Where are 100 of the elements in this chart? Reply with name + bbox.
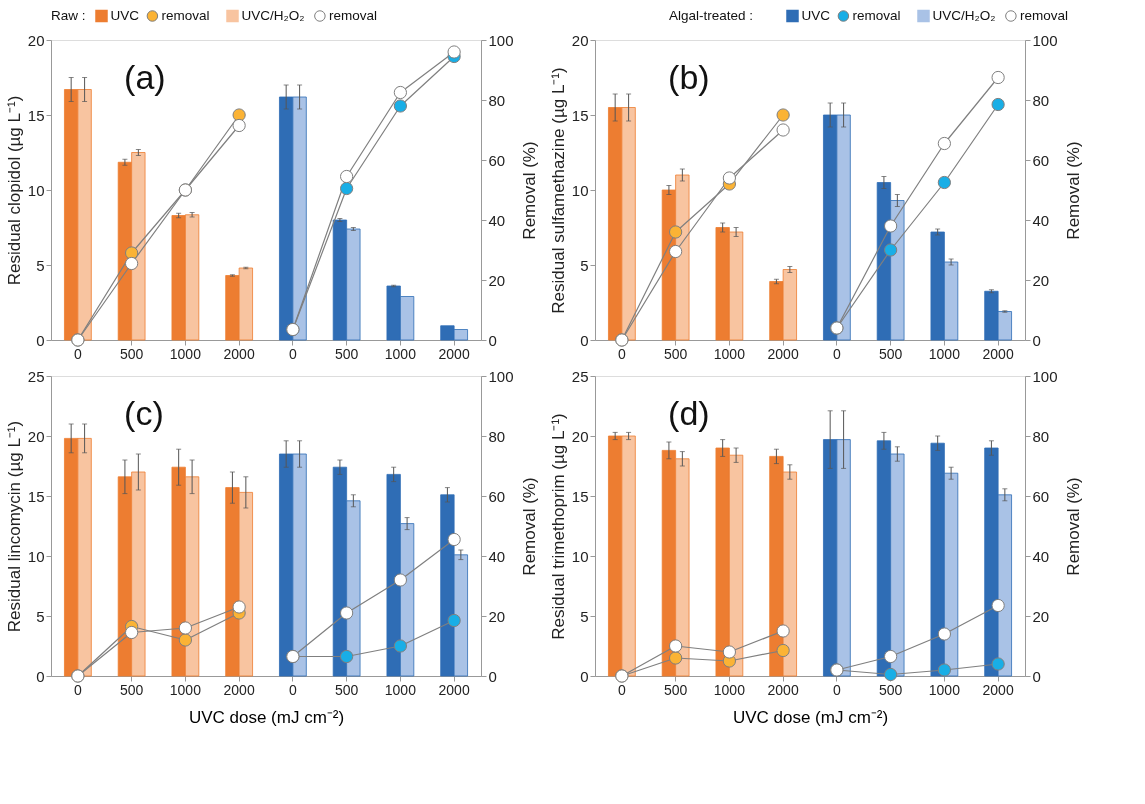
x-tick-label: 0	[288, 345, 297, 362]
x-tick-label: 1000	[928, 681, 961, 698]
y-tick-label: 15	[27, 106, 45, 124]
y-tick-label: 15	[27, 487, 45, 505]
y-axis-title: Residual sulfamethazine (µg L⁻¹)	[548, 67, 568, 314]
y-tick-label: 20	[571, 31, 589, 49]
y-tick-label: 15	[571, 106, 589, 124]
y2-tick-label: 40	[488, 211, 506, 229]
y-tick-label: 20	[571, 427, 589, 445]
y-tick-label: 10	[571, 181, 589, 199]
y2-tick-label: 20	[488, 271, 506, 289]
y-tick-label: 25	[571, 367, 589, 385]
x-tick-label: 500	[663, 345, 688, 362]
y2-tick-label: 100	[1032, 367, 1058, 385]
y-tick-label: 0	[36, 667, 45, 685]
x-tick-label: 2000	[982, 681, 1014, 698]
legend-label: removal	[328, 8, 377, 23]
x-axis-title: UVC dose (mJ cm⁻²)	[188, 707, 345, 727]
y2-tick-label: 80	[488, 91, 506, 109]
x-tick-label: 2000	[767, 681, 799, 698]
y2-tick-label: 80	[1032, 427, 1050, 445]
x-tick-label: 500	[119, 345, 144, 362]
annotation: (c)	[124, 394, 164, 432]
x-tick-label: 1000	[928, 345, 961, 362]
y2-tick-label: 0	[1032, 331, 1041, 349]
y-axis-title: Residual clopidol (µg L⁻¹)	[4, 95, 24, 286]
x-tick-label: 2000	[438, 345, 470, 362]
y-tick-label: 25	[27, 367, 45, 385]
legend-label: removal	[161, 8, 210, 23]
y2-tick-label: 80	[1032, 91, 1050, 109]
x-tick-label: 0	[73, 345, 82, 362]
y2-axis-title: Removal (%)	[519, 141, 539, 240]
x-tick-label: 0	[617, 345, 626, 362]
y2-tick-label: 60	[1032, 151, 1050, 169]
y-tick-label: 0	[580, 331, 589, 349]
x-tick-label: 500	[334, 681, 359, 698]
y2-tick-label: 100	[488, 31, 514, 49]
y-tick-label: 20	[27, 31, 45, 49]
y-tick-label: 10	[571, 547, 589, 565]
legend-label: UVC/H₂O₂	[241, 8, 305, 23]
legend-label: UVC/H₂O₂	[932, 8, 996, 23]
y-tick-label: 5	[580, 607, 589, 625]
y2-tick-label: 60	[1032, 487, 1050, 505]
x-tick-label: 0	[832, 345, 841, 362]
x-tick-label: 1000	[169, 345, 202, 362]
y2-tick-label: 40	[1032, 547, 1050, 565]
x-tick-label: 500	[119, 681, 144, 698]
x-tick-label: 2000	[767, 345, 799, 362]
x-tick-label: 500	[663, 681, 688, 698]
legend-title: Raw :	[51, 8, 86, 23]
x-tick-label: 0	[617, 681, 626, 698]
x-tick-label: 0	[832, 681, 841, 698]
y2-tick-label: 60	[488, 487, 506, 505]
y-axis-title: Residual lincomycin (µg L⁻¹)	[4, 420, 24, 633]
legend-label: UVC	[110, 8, 140, 23]
legend-label: UVC	[801, 8, 831, 23]
y2-tick-label: 40	[1032, 211, 1050, 229]
y2-axis-title: Removal (%)	[1063, 477, 1083, 576]
y-tick-label: 15	[571, 487, 589, 505]
legend-label: removal	[852, 8, 901, 23]
annotation: (d)	[668, 394, 710, 432]
y2-tick-label: 80	[488, 427, 506, 445]
y2-tick-label: 20	[488, 607, 506, 625]
y2-axis-title: Removal (%)	[519, 477, 539, 576]
y2-tick-label: 100	[1032, 31, 1058, 49]
annotation: (a)	[124, 58, 166, 96]
y-tick-label: 0	[580, 667, 589, 685]
y2-axis-title: Removal (%)	[1063, 141, 1083, 240]
y-tick-label: 10	[27, 547, 45, 565]
x-axis-title: UVC dose (mJ cm⁻²)	[732, 707, 889, 727]
y2-tick-label: 20	[1032, 607, 1050, 625]
x-tick-label: 0	[288, 681, 297, 698]
x-tick-label: 1000	[384, 681, 417, 698]
y2-tick-label: 60	[488, 151, 506, 169]
x-tick-label: 2000	[982, 345, 1014, 362]
y2-tick-label: 0	[1032, 667, 1041, 685]
x-tick-label: 1000	[713, 681, 746, 698]
y-tick-label: 5	[36, 256, 45, 274]
x-tick-label: 500	[878, 345, 903, 362]
x-tick-label: 1000	[713, 345, 746, 362]
legend-title: Algal-treated :	[669, 8, 754, 23]
annotation: (b)	[668, 58, 710, 96]
y2-tick-label: 0	[488, 667, 497, 685]
x-tick-label: 500	[878, 681, 903, 698]
x-tick-label: 1000	[384, 345, 417, 362]
y-tick-label: 20	[27, 427, 45, 445]
x-tick-label: 2000	[438, 681, 470, 698]
y2-tick-label: 0	[488, 331, 497, 349]
x-tick-label: 2000	[223, 681, 255, 698]
y2-tick-label: 100	[488, 367, 514, 385]
x-tick-label: 2000	[223, 345, 255, 362]
x-tick-label: 500	[334, 345, 359, 362]
x-tick-label: 1000	[169, 681, 202, 698]
x-tick-label: 0	[73, 681, 82, 698]
legend-label: removal	[1019, 8, 1068, 23]
y-tick-label: 5	[580, 256, 589, 274]
y-tick-label: 5	[36, 607, 45, 625]
y2-tick-label: 40	[488, 547, 506, 565]
y-tick-label: 10	[27, 181, 45, 199]
y-tick-label: 0	[36, 331, 45, 349]
